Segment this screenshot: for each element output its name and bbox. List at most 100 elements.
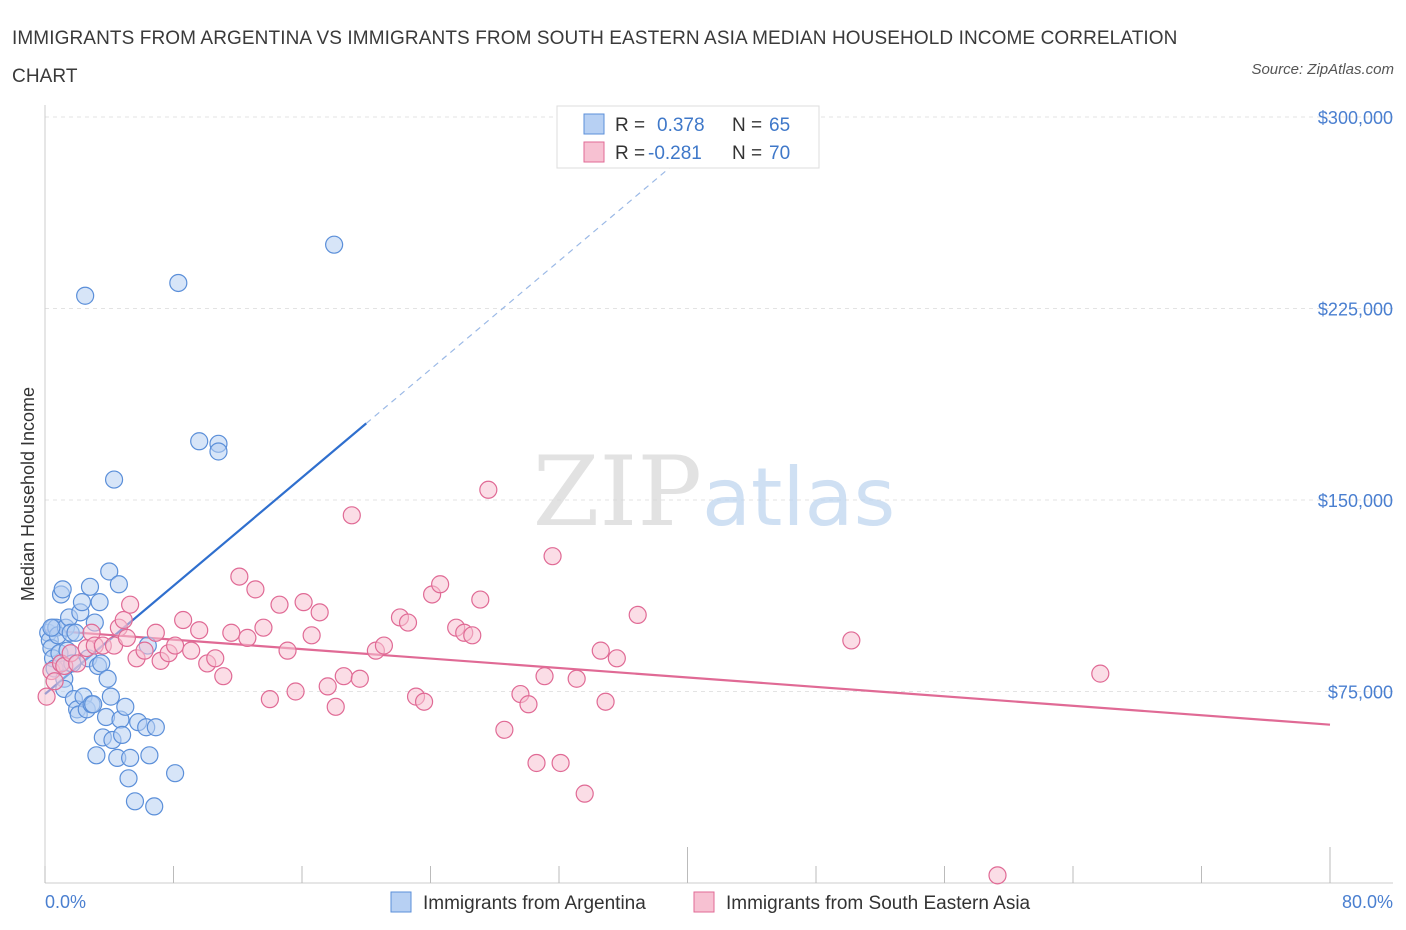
argentina-point [121, 748, 140, 767]
legend-n-value-2: 70 [769, 143, 790, 164]
sea-point [842, 631, 861, 650]
sea-point [135, 641, 154, 660]
argentina-point [169, 273, 188, 293]
chart-title: IMMIGRANTS FROM ARGENTINA VS IMMIGRANTS … [12, 28, 1178, 87]
legend-r-label-1: R = [615, 115, 645, 136]
sea-point [988, 866, 1007, 885]
legend-swatch-pink [583, 141, 605, 163]
series-legend-label-argentina: Immigrants from Argentina [423, 893, 646, 914]
argentina-point [80, 577, 100, 596]
sea-point [278, 641, 297, 660]
sea-point [121, 595, 140, 614]
trend-line-1 [44, 629, 1331, 726]
watermark: ZIPatlas [533, 436, 896, 548]
sea-point [1091, 664, 1110, 683]
sea-point [182, 641, 201, 660]
argentina-point [90, 593, 109, 612]
sea-point [286, 682, 305, 701]
argentina-point [112, 725, 132, 745]
sea-point [431, 575, 450, 594]
argentina-point [53, 580, 72, 599]
legend-swatch-blue [583, 113, 605, 135]
argentina-point [104, 470, 124, 489]
sea-point [270, 595, 289, 614]
sea-point [398, 613, 418, 632]
sea-point [551, 753, 570, 773]
argentina-point [84, 695, 103, 714]
argentina-point [209, 442, 228, 461]
sea-point [495, 720, 514, 739]
y-tick-label: $225,000 [1318, 300, 1393, 320]
argentina-point [325, 235, 344, 254]
sea-point [342, 506, 361, 525]
stats-legend: R = 0.378 N = 65 R = -0.281 N = 70 [556, 105, 820, 169]
sea-point [206, 649, 225, 668]
sea-point [222, 623, 241, 642]
argentina-point [72, 593, 92, 612]
argentina-point [146, 718, 165, 737]
sea-point [527, 753, 546, 773]
x-tick-label-end: 80.0% [1342, 892, 1393, 912]
trend-line-extension-0 [365, 152, 688, 424]
argentina-point [101, 687, 120, 706]
data-points [37, 235, 1110, 885]
sea-point [37, 687, 56, 706]
sea-point [575, 784, 594, 803]
sea-point [596, 692, 615, 711]
sea-point [519, 695, 538, 714]
argentina-point [166, 764, 185, 783]
sea-point [471, 590, 490, 609]
legend-n-label-2: N = [732, 143, 762, 164]
argentina-point [140, 746, 159, 765]
argentina-point [98, 669, 117, 688]
y-tick-label: $300,000 [1318, 108, 1393, 128]
legend-r-value-1: 0.378 [657, 115, 705, 136]
sea-point [68, 654, 87, 673]
sea-point [294, 593, 313, 612]
x-tick-label-start: 0.0% [45, 892, 86, 912]
series-legend-swatch-sea [693, 891, 715, 913]
grid-lines [45, 116, 1393, 692]
series-legend: Immigrants from Argentina Immigrants fro… [390, 891, 1031, 914]
argentina-point [116, 697, 135, 716]
argentina-point [125, 792, 145, 811]
sea-point [543, 547, 562, 566]
y-tick-label: $150,000 [1318, 491, 1393, 511]
sea-point [260, 690, 279, 709]
sea-point [535, 667, 554, 686]
sea-point [374, 636, 394, 655]
sea-point [254, 618, 273, 637]
legend-r-label-2: R = [615, 143, 645, 164]
argentina-point [190, 432, 209, 451]
sea-point [302, 626, 321, 645]
sea-point [463, 626, 482, 645]
sea-point [117, 628, 137, 647]
sea-point [174, 610, 193, 630]
legend-n-value-1: 65 [769, 115, 790, 136]
argentina-point [87, 746, 106, 765]
source-label: Source: ZipAtlas.com [1251, 61, 1394, 78]
sea-point [310, 603, 329, 622]
y-tick-labels: $75,000 $150,000 $225,000 $300,000 [1318, 108, 1393, 703]
sea-point [214, 667, 233, 686]
axes [44, 105, 1393, 884]
sea-point [318, 677, 337, 696]
argentina-point [100, 562, 119, 581]
legend-n-label-1: N = [732, 115, 762, 136]
argentina-point [119, 769, 138, 788]
sea-point [230, 567, 249, 586]
argentina-point [145, 797, 164, 816]
series-legend-label-sea: Immigrants from South Eastern Asia [726, 893, 1031, 914]
sea-point [190, 621, 209, 640]
sea-point [166, 636, 185, 655]
argentina-point [92, 654, 111, 673]
sea-point [479, 480, 498, 499]
sea-point [607, 649, 626, 668]
sea-point [326, 697, 345, 716]
legend-r-value-2: -0.281 [648, 143, 702, 164]
argentina-point [109, 575, 128, 594]
sea-point [350, 669, 369, 688]
sea-point [246, 580, 265, 599]
sea-point [414, 692, 434, 711]
